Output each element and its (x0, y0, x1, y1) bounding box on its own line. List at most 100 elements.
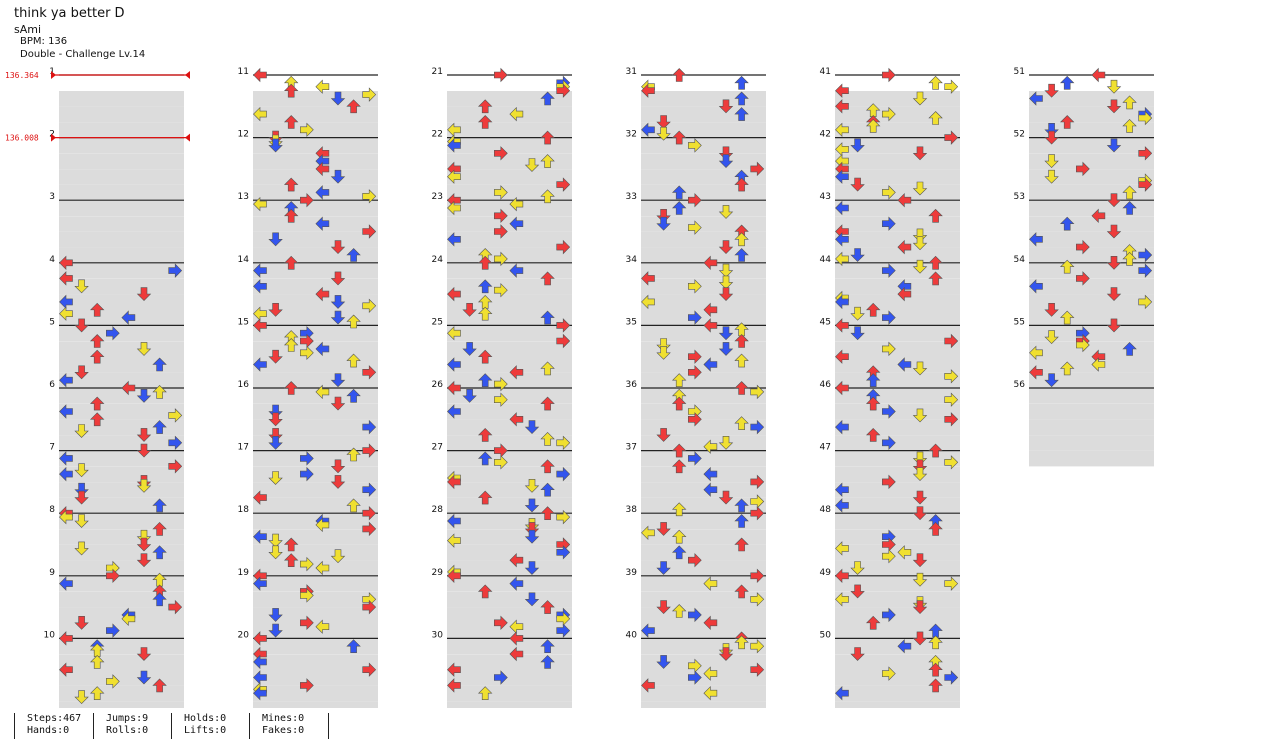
arrow-note-down (1106, 79, 1122, 94)
arrow-note-left (121, 611, 136, 627)
beat-stripe (447, 466, 572, 483)
arrow-note-right (687, 192, 702, 208)
arrow-note-up (671, 185, 687, 200)
beat-stripe (59, 466, 184, 483)
beat-stripe (835, 231, 960, 248)
arrow-note-up (540, 431, 555, 446)
arrow-note-up (89, 302, 105, 317)
arrow-note-left (253, 529, 267, 544)
beat-stripe (835, 670, 960, 686)
arrow-note-down (912, 146, 928, 161)
beat-stripe (253, 497, 378, 514)
beat-stripe (447, 607, 572, 623)
arrow-note-left (253, 279, 267, 294)
arrow-note-down (718, 263, 734, 278)
arrow-note-down (268, 623, 283, 638)
arrow-note-left (897, 239, 912, 255)
arrow-note-left (253, 67, 267, 83)
beat-stripe (447, 654, 572, 670)
beat-stripe (641, 372, 766, 389)
arrow-note-right (1138, 294, 1153, 310)
beat-stripe (1029, 325, 1154, 342)
arrow-note-up (540, 271, 555, 286)
beat-stripe (835, 263, 960, 279)
arrow-note-right (750, 384, 765, 400)
beat-stripe (253, 263, 378, 279)
arrow-note-down (850, 306, 865, 321)
arrow-note-right (944, 130, 959, 145)
arrow-note-down (718, 435, 734, 450)
arrow-note-right (881, 216, 896, 231)
arrow-note-up (477, 490, 493, 505)
beat-stripe (59, 591, 184, 608)
beat-stripe (835, 122, 960, 138)
arrow-note-up (928, 111, 943, 125)
arrow-note-up (477, 686, 493, 701)
arrow-note-left (59, 451, 73, 466)
arrow-note-left (509, 216, 524, 231)
measure-number: 8 (49, 505, 55, 515)
beat-stripe (253, 654, 378, 670)
rolls-count: Rolls:0 (106, 725, 149, 736)
arrow-note-up (152, 420, 167, 434)
beat-stripe (59, 513, 184, 529)
arrow-note-up (928, 443, 943, 458)
arrow-note-right (493, 392, 508, 407)
measure-number: 30 (432, 630, 444, 640)
arrow-note-up (477, 115, 493, 129)
arrow-note-up (865, 427, 881, 442)
arrow-note-right (362, 443, 377, 458)
arrow-note-up (89, 349, 105, 364)
stats-group-jumps: Jumps:9 Rolls:0 (93, 713, 148, 739)
arrow-note-down (1044, 83, 1059, 98)
beat-stripe (253, 576, 378, 592)
beat-stripe (59, 263, 184, 279)
arrow-note-down (1044, 373, 1059, 388)
arrow-note-right (362, 419, 377, 435)
arrow-note-left (835, 685, 849, 701)
arrow-note-left (641, 271, 655, 286)
beat-stripe (641, 560, 766, 576)
beat-stripe (253, 200, 378, 216)
arrow-note-right (881, 106, 896, 122)
arrow-note-up (1059, 75, 1075, 90)
arrow-note-down (656, 126, 671, 141)
beat-stripe (835, 576, 960, 592)
arrow-note-left (59, 509, 73, 525)
arrow-note-left (253, 685, 267, 701)
arrow-note-up (346, 498, 361, 513)
arrow-note-up (671, 201, 687, 215)
arrow-note-left (59, 631, 73, 646)
beat-stripe (835, 372, 960, 389)
arrow-note-up (865, 118, 881, 133)
arrow-note-up (671, 373, 687, 388)
arrow-note-right (944, 412, 959, 427)
arrow-note-down (330, 271, 346, 286)
arrow-note-right (881, 435, 896, 451)
arrow-note-right (944, 670, 959, 685)
stats-group-holds: Holds:0 Lifts:0 (171, 713, 226, 739)
beat-stripe (253, 670, 378, 686)
beat-stripe (835, 466, 960, 483)
beat-stripe (447, 701, 572, 708)
arrow-note-right (493, 376, 508, 392)
arrow-note-right (556, 239, 571, 255)
arrow-note-left (897, 638, 912, 654)
beat-stripe (1029, 200, 1154, 216)
arrow-note-up (346, 99, 361, 114)
bpm-change-marker (51, 133, 56, 142)
beat-stripe (447, 685, 572, 702)
arrow-note-right (944, 369, 959, 384)
arrow-note-left (509, 646, 524, 662)
beat-stripe (447, 435, 572, 451)
arrow-note-left (315, 286, 330, 302)
arrow-note-down (850, 138, 865, 153)
beat-stripe (641, 122, 766, 138)
arrow-note-left (509, 365, 524, 380)
arrow-note-left (1091, 357, 1106, 372)
arrow-note-left (59, 306, 73, 321)
beat-stripe (835, 278, 960, 295)
arrow-note-left (641, 623, 655, 638)
arrow-note-down (1106, 255, 1122, 270)
arrow-note-down (912, 91, 928, 106)
